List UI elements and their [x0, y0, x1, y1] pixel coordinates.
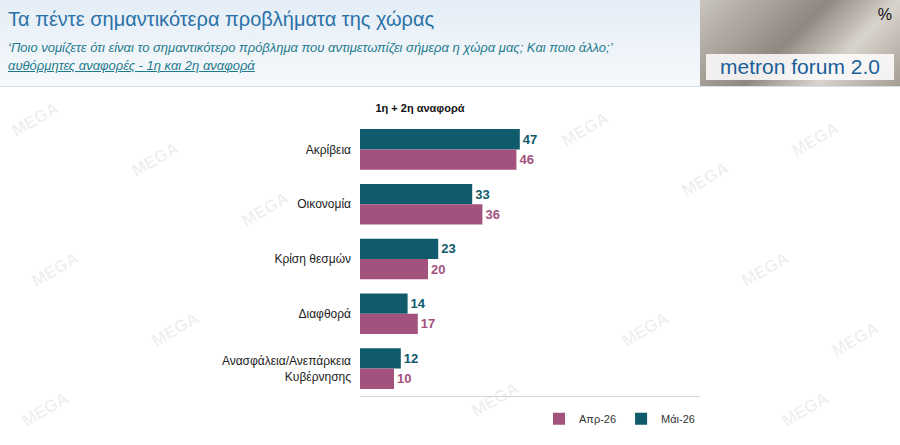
svg-text:12: 12 [404, 351, 418, 366]
svg-text:Ακρίβεια: Ακρίβεια [306, 143, 351, 157]
html-text:MEGA: MEGA [828, 318, 883, 361]
svg-text:17: 17 [421, 316, 435, 331]
html-text:MEGA: MEGA [618, 308, 673, 351]
svg-text:10: 10 [397, 371, 411, 386]
html-text:MEGA: MEGA [788, 118, 843, 161]
html-text:MEGA: MEGA [148, 308, 203, 351]
svg-text:23: 23 [441, 241, 455, 256]
svg-text:36: 36 [485, 207, 499, 222]
html-text:MEGA: MEGA [678, 158, 733, 201]
svg-text:46: 46 [519, 152, 533, 167]
html-text:MEGA: MEGA [738, 248, 793, 291]
svg-text:Μάι-26: Μάι-26 [661, 413, 695, 425]
html-text:MEGA: MEGA [128, 138, 183, 181]
svg-text:Κρίση θεσμών: Κρίση θεσμών [274, 252, 351, 266]
html-text:MEGA: MEGA [238, 188, 293, 231]
html-text:αυθόρμητες αναφορές - 1η και 2: αυθόρμητες αναφορές - 1η και 2η αναφορά [8, 58, 255, 73]
svg-text:Ανασφάλεια/ΑνεπάρκειαΚυβέρνηση: Ανασφάλεια/ΑνεπάρκειαΚυβέρνησης [222, 354, 351, 384]
svg-text:1η + 2η αναφορά: 1η + 2η αναφορά [375, 102, 464, 114]
html-text:MEGA: MEGA [778, 388, 833, 431]
svg-text:Απρ-26: Απρ-26 [579, 413, 616, 425]
svg-text:33: 33 [475, 187, 489, 202]
html-text:metron forum 2.0: metron forum 2.0 [720, 55, 880, 78]
html-text:MEGA: MEGA [558, 108, 613, 151]
svg-text:47: 47 [523, 132, 537, 147]
html-text:MEGA: MEGA [28, 248, 83, 291]
svg-text:20: 20 [431, 262, 445, 277]
svg-text:14: 14 [411, 296, 426, 311]
svg-text:Οικονομία: Οικονομία [297, 197, 351, 211]
html-text:MEGA: MEGA [8, 98, 63, 141]
html-text:MEGA: MEGA [468, 378, 523, 421]
svg-text:Διαφθορά: Διαφθορά [298, 307, 351, 321]
html-text:Τα πέντε σημαντικότερα προβλήμ: Τα πέντε σημαντικότερα προβλήματα της χώ… [8, 8, 435, 30]
html-text:‘Ποιο νομίζετε ότι είναι το ση: ‘Ποιο νομίζετε ότι είναι το σημαντικότερ… [8, 40, 613, 55]
html-text:MEGA: MEGA [18, 388, 73, 431]
